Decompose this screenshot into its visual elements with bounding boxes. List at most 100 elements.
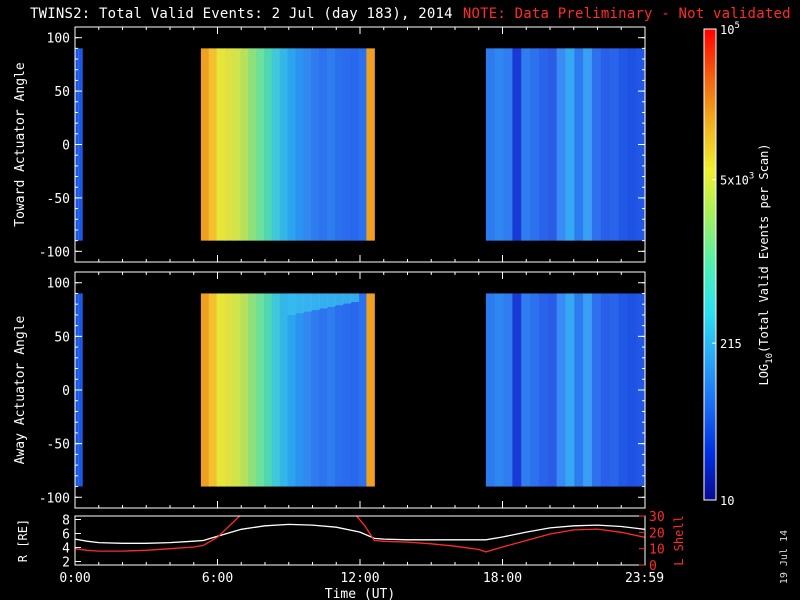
heatmap-cell: [530, 48, 540, 241]
y-axis-label: Toward Actuator Angle: [13, 62, 28, 227]
heatmap-cell: [263, 293, 273, 487]
heatmap-cell: [216, 293, 226, 487]
y-tick-label: 6: [62, 528, 70, 543]
heatmap-cell: [334, 48, 344, 241]
heatmap-cell: [609, 48, 620, 241]
heatmap-cell: [248, 48, 257, 241]
heatmap-cell: [263, 48, 273, 241]
heatmap-cell: [574, 293, 584, 487]
y-tick-label: 4: [62, 542, 70, 557]
heatmap-cell: [287, 293, 297, 487]
heatmap-cell: [224, 293, 233, 487]
y-tick-label-right: 20: [649, 526, 665, 541]
heatmap-cell: [342, 48, 352, 241]
colorbar: 10 215 5x103 105 LOG10(Total Valid Events pe…: [703, 21, 775, 508]
heatmap-cell: [556, 48, 567, 241]
heatmap-cell: [295, 48, 304, 241]
heatmap-cell: [591, 293, 602, 487]
heatmap-cell: [600, 293, 611, 487]
heatmap-cell: [208, 48, 218, 241]
heatmap-cell: [334, 293, 344, 306]
heatmap-cell: [319, 293, 328, 487]
heatmap-cell: [232, 293, 241, 487]
heatmap-cell: [530, 293, 540, 487]
heatmap-cell: [319, 48, 328, 241]
colorbar-tick-label: 5x103: [720, 172, 754, 188]
heatmap-cell: [342, 293, 352, 487]
heatmap-cell: [565, 293, 575, 487]
heatmap-cell: [521, 48, 531, 241]
y-tick-label: 2: [62, 556, 70, 571]
radius-line: [75, 523, 645, 544]
y-tick-label-right: 10: [649, 543, 665, 558]
heatmap-cell: [271, 48, 281, 241]
heatmap-cell: [350, 293, 360, 487]
heatmap-cell: [494, 48, 505, 241]
heatmap-cell: [556, 293, 567, 487]
heatmap-cell: [311, 48, 320, 241]
heatmap-cell: [583, 48, 593, 241]
x-tick-label: 23:59: [625, 571, 664, 586]
lshell-line: [75, 516, 645, 553]
heatmap-cell: [538, 48, 549, 241]
heatmap-cell: [512, 48, 522, 241]
y-tick-label: 8: [62, 514, 70, 529]
heatmap-cell: [240, 293, 249, 487]
heatmap-cell: [326, 293, 336, 307]
heatmap-panel-1: 100 50 0 -50 -100 Toward Actuator Angle: [13, 26, 646, 263]
heatmap-cell: [494, 293, 505, 487]
x-tick-label: 18:00: [483, 571, 522, 586]
y-tick-label: 50: [54, 330, 70, 345]
colorbar-gradient: [703, 28, 717, 501]
heatmap-cell: [350, 48, 360, 241]
heatmap-cell: [224, 48, 233, 241]
heatmap-cell: [200, 293, 210, 487]
heatmap-cell: [311, 293, 320, 487]
colorbar-tick-label: 215: [720, 337, 742, 351]
heatmap-cell: [303, 48, 312, 241]
heatmap-cell: [485, 293, 496, 487]
y-tick-label: 50: [54, 85, 70, 100]
heatmap-cell: [240, 48, 249, 241]
heatmap-cell: [350, 293, 360, 303]
heatmap-cell: [503, 293, 513, 487]
heatmap-cell: [538, 293, 549, 487]
heatmap-cell: [232, 48, 241, 241]
heatmap-cell: [295, 293, 304, 314]
y-tick-label: -100: [39, 245, 70, 260]
heatmap-cell: [627, 48, 637, 241]
heatmap-cell: [503, 48, 513, 241]
heatmap-cell: [565, 48, 575, 241]
heatmap-cell: [618, 293, 628, 487]
colorbar-tick-label: 105: [720, 21, 740, 37]
heatmap-cell: [216, 48, 226, 241]
heatmap-cell: [366, 48, 375, 241]
x-tick-label: 12:00: [340, 571, 379, 586]
y-tick-label: 100: [47, 32, 70, 47]
heatmap-cell: [618, 48, 628, 241]
y-axis-label: Away Actuator Angle: [13, 315, 28, 464]
preliminary-note: NOTE: Data Preliminary - Not validated: [462, 6, 791, 22]
heatmap-cell: [256, 48, 265, 241]
heatmap-cell: [303, 293, 312, 312]
heatmap-cell: [342, 293, 352, 304]
heatmap-cell: [311, 293, 320, 311]
heatmap-cell: [295, 293, 304, 487]
title-text: TWINS2: Total Valid Events: 2 Jul (day 1…: [30, 6, 453, 22]
heatmap-cell: [583, 293, 593, 487]
heatmap-cell: [547, 293, 558, 487]
heatmap-cell: [256, 293, 265, 487]
heatmap-cell: [200, 48, 210, 241]
heatmap-cell: [366, 293, 375, 487]
heatmap-cell: [279, 293, 289, 487]
heatmap-cell: [279, 48, 289, 241]
heatmap-cell: [287, 48, 297, 241]
heatmap-cell: [574, 48, 584, 241]
colorbar-label: LOG10(Total Valid Events per Scan): [757, 143, 775, 385]
y-tick-label: 100: [47, 277, 70, 292]
heatmap-cell: [358, 293, 367, 487]
y-axis-label-right: L Shell: [672, 515, 686, 566]
heatmap-cell: [248, 293, 257, 487]
